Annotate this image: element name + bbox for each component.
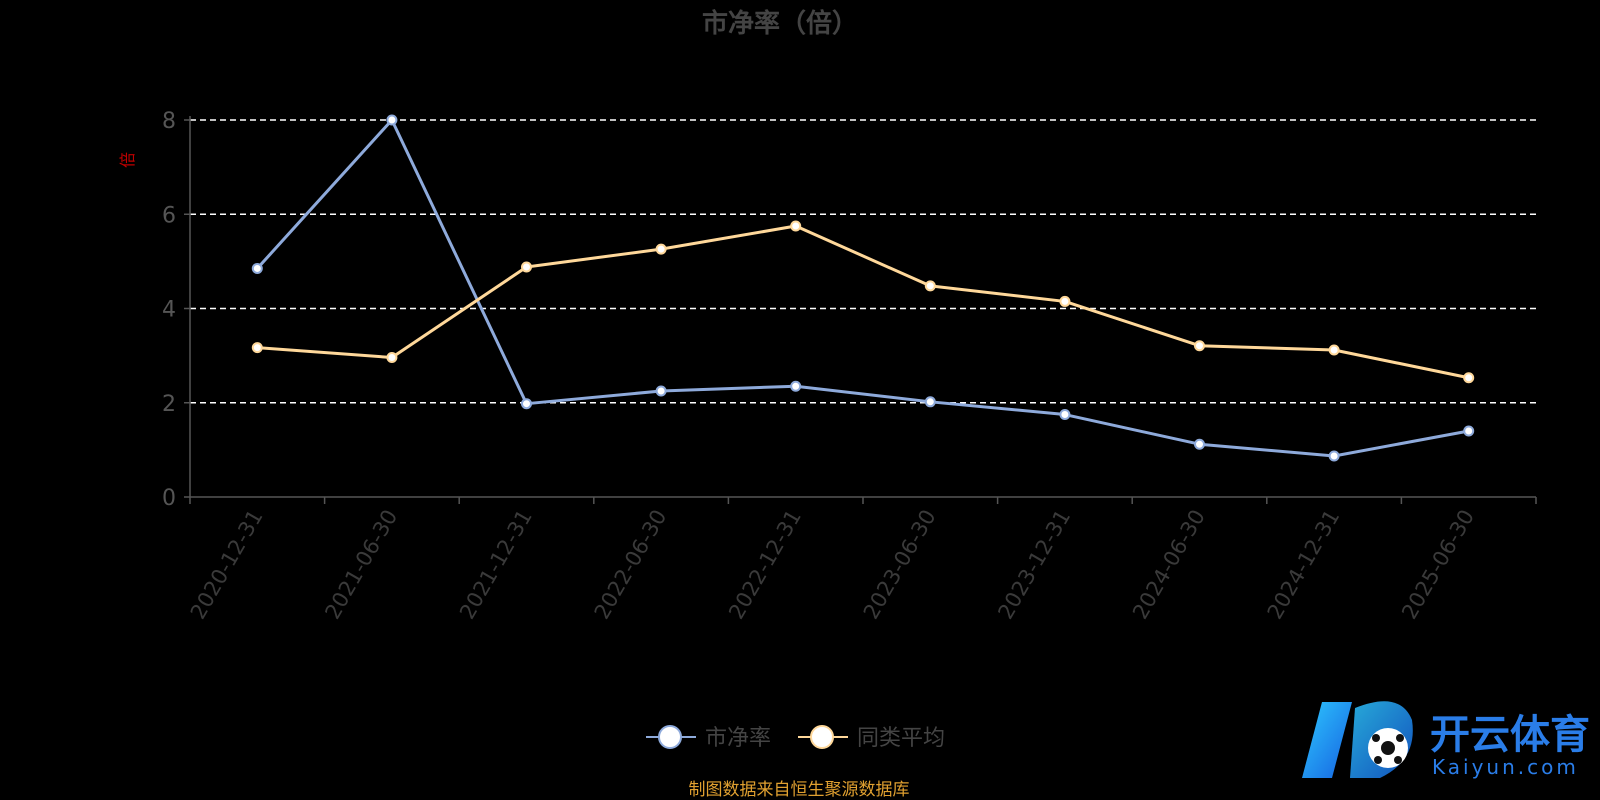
watermark-brand: 开云体育: [1430, 712, 1590, 758]
x-tick-label: 2024-06-30: [1128, 506, 1210, 624]
source-note: 制图数据来自恒生聚源数据库: [689, 780, 910, 800]
data-point-avg[interactable]: [521, 261, 532, 273]
legend-marker-pb: [658, 725, 682, 749]
series-line-pb: [256, 118, 1469, 458]
series-lines: [251, 114, 1475, 462]
x-tick-label: 2025-06-30: [1397, 506, 1479, 624]
x-tick-label: 2024-12-31: [1263, 506, 1345, 624]
data-point-pb[interactable]: [790, 380, 802, 392]
soccer-ball-patch: [1372, 734, 1380, 742]
grid-lines: [190, 119, 1536, 404]
y-tick-label: 8: [162, 109, 176, 134]
data-point-avg[interactable]: [924, 280, 936, 292]
watermark-url: Kaiyun.com: [1432, 755, 1579, 779]
legend-marker-avg: [810, 725, 834, 749]
x-tick-label: 2022-12-31: [724, 506, 806, 624]
y-tick-label: 0: [162, 486, 176, 511]
data-point-pb[interactable]: [251, 262, 263, 274]
soccer-ball-patch: [1396, 734, 1404, 742]
soccer-ball-patch: [1374, 756, 1382, 764]
data-point-pb[interactable]: [924, 396, 936, 408]
data-point-avg[interactable]: [1328, 344, 1340, 356]
data-point-avg[interactable]: [655, 243, 667, 255]
x-tick-label: 2023-06-30: [859, 506, 941, 624]
x-tick-label: 2021-12-31: [455, 506, 537, 624]
soccer-ball-patch: [1381, 741, 1395, 755]
data-point-avg[interactable]: [251, 342, 263, 354]
y-axis-label: 倍: [118, 152, 137, 168]
data-point-pb[interactable]: [386, 114, 398, 126]
x-tick-label: 2023-12-31: [993, 506, 1075, 624]
legend-item-avg[interactable]: 同类平均: [798, 725, 945, 751]
data-point-avg[interactable]: [1463, 372, 1475, 384]
data-point-avg[interactable]: [1194, 340, 1205, 352]
data-point-pb[interactable]: [1328, 450, 1340, 462]
data-point-pb[interactable]: [655, 385, 667, 397]
chart-title: 市净率（倍）: [702, 8, 858, 39]
logo-k-stem: [1302, 702, 1352, 778]
data-point-avg[interactable]: [1059, 295, 1071, 307]
data-point-pb[interactable]: [1194, 438, 1205, 450]
y-tick-label: 2: [162, 392, 176, 417]
legend[interactable]: 市净率 同类平均: [646, 725, 945, 751]
legend-label-avg: 同类平均: [857, 726, 945, 751]
data-point-avg[interactable]: [386, 352, 398, 364]
y-tick-label: 6: [162, 203, 176, 228]
y-tick-label: 4: [162, 298, 176, 323]
data-point-pb[interactable]: [521, 398, 532, 410]
data-point-avg[interactable]: [790, 220, 802, 232]
series-line-avg: [257, 224, 1470, 380]
x-tick-label: 2021-06-30: [320, 506, 402, 624]
data-point-pb[interactable]: [1059, 409, 1071, 421]
x-tick-label: 2020-12-31: [186, 506, 268, 624]
watermark-logo: 开云体育 Kaiyun.com: [1302, 701, 1590, 779]
axes: 0 2 4 6 8 2020-12-31 2021-06-30 2021-12-31 2022-…: [162, 109, 1537, 624]
legend-label-pb: 市净率: [705, 726, 771, 751]
legend-item-pb[interactable]: 市净率: [646, 725, 771, 751]
soccer-ball-patch: [1394, 756, 1402, 764]
x-tick-label: 2022-06-30: [590, 506, 672, 624]
data-point-pb[interactable]: [1463, 425, 1475, 437]
